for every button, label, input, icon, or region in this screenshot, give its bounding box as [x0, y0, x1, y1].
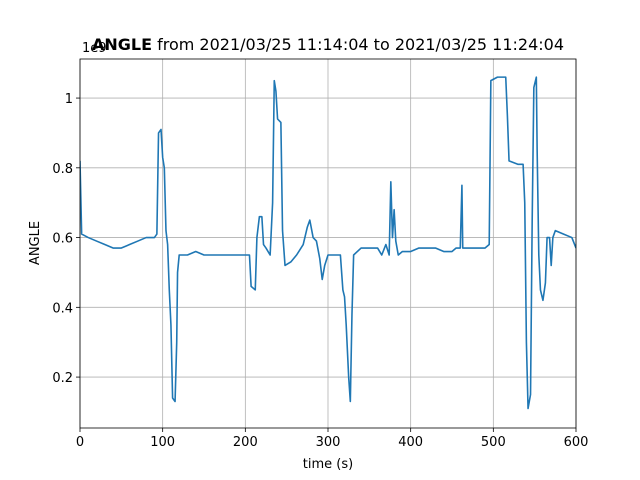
- x-tick-label: 600: [564, 435, 589, 450]
- y-tick-label: 0.8: [52, 162, 73, 177]
- plot-frame: [79, 58, 577, 429]
- offset-label: 1e9: [82, 41, 107, 56]
- x-axis-label: time (s): [303, 457, 353, 472]
- y-axis-label: ANGLE: [28, 221, 43, 265]
- y-tick-label: 0.6: [52, 232, 73, 247]
- x-tick-label: 400: [398, 435, 423, 450]
- x-tick-label: 500: [481, 435, 506, 450]
- y-tick-label: 1: [65, 92, 73, 107]
- title-rest: from 2021/03/25 11:14:04 to 2021/03/25 1…: [157, 35, 564, 54]
- data-line: [80, 76, 576, 410]
- x-tick-label: 100: [150, 435, 175, 450]
- x-tick-label: 200: [233, 435, 258, 450]
- chart-title: ANGLE from 2021/03/25 11:14:04 to 2021/0…: [92, 35, 564, 54]
- x-tick-label: 0: [76, 435, 84, 450]
- y-tick-label: 0.4: [52, 301, 73, 316]
- x-tick-label: 300: [316, 435, 341, 450]
- title-bold: ANGLE: [92, 35, 152, 54]
- y-tick-label: 0.2: [52, 371, 73, 386]
